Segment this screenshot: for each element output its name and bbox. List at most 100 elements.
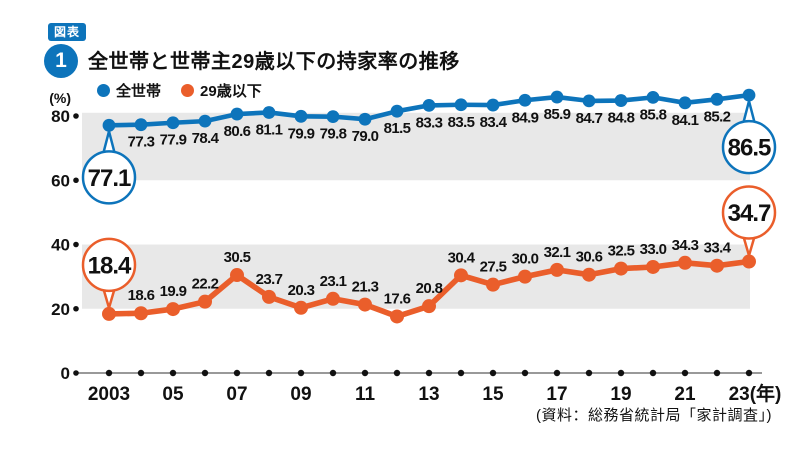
x-axis-tick-dot — [649, 369, 657, 377]
value-label: 84.1 — [672, 112, 699, 129]
x-axis-tick-dot — [105, 369, 113, 377]
data-point — [518, 269, 532, 284]
data-point — [390, 309, 404, 324]
data-point — [582, 94, 596, 108]
data-point — [262, 106, 276, 119]
x-axis-tick-label: 17 — [546, 384, 567, 405]
value-label: 78.4 — [192, 130, 220, 147]
data-point — [358, 112, 372, 126]
x-axis-tick-dot — [617, 369, 625, 377]
value-label: 79.8 — [320, 126, 347, 143]
legend-item-all-households: 全世帯 — [97, 80, 161, 101]
legend-label: 全世帯 — [116, 83, 162, 100]
data-point — [614, 261, 628, 276]
y-axis-tick-dot — [73, 370, 79, 376]
data-point — [454, 98, 468, 112]
value-label: 83.4 — [480, 114, 508, 131]
x-axis-tick-dot — [489, 369, 497, 377]
data-point — [230, 107, 244, 121]
data-point — [102, 118, 116, 132]
x-axis-tick-label: 23(年) — [729, 382, 782, 405]
value-label: 77.3 — [128, 134, 155, 151]
data-point — [198, 114, 212, 128]
x-axis-tick-dot — [393, 369, 401, 377]
y-axis-tick-label: 40 — [51, 236, 70, 255]
value-label: 32.1 — [544, 244, 571, 261]
chart-legend: 全世帯 29歳以下 — [97, 80, 262, 101]
data-point — [102, 306, 116, 321]
x-axis-tick-dot — [681, 369, 689, 377]
source-note: (資料：総務省統計局「家計調査」) — [536, 407, 772, 424]
value-label: 81.5 — [384, 120, 411, 137]
data-point — [710, 92, 724, 106]
x-axis-tick-dot — [457, 369, 465, 377]
legend-label: 29歳以下 — [200, 83, 262, 100]
y-axis-unit-label: (%) — [49, 90, 71, 106]
y-axis-tick-label: 80 — [51, 107, 70, 126]
data-point — [294, 109, 308, 123]
value-label: 85.9 — [544, 106, 571, 123]
value-label: 27.5 — [480, 259, 507, 276]
legend-item-under-29: 29歳以下 — [181, 80, 262, 101]
data-point — [166, 116, 180, 130]
data-point — [390, 104, 404, 118]
value-label: 20.8 — [416, 280, 443, 297]
value-label: 33.4 — [704, 240, 732, 257]
x-axis-tick-dot — [745, 369, 753, 377]
highlight-band — [82, 244, 750, 309]
value-label: 23.1 — [320, 273, 347, 290]
x-axis-tick-label: 21 — [674, 384, 696, 405]
data-point — [294, 300, 308, 315]
data-point — [678, 96, 692, 110]
value-label: 84.8 — [608, 110, 635, 127]
x-axis-tick-dot — [233, 369, 241, 377]
x-axis-tick-label: 13 — [418, 384, 439, 405]
value-label: 81.1 — [256, 121, 283, 138]
x-axis-tick-dot — [585, 369, 593, 377]
x-axis-tick-dot — [137, 369, 145, 377]
data-point — [550, 90, 564, 104]
x-axis-tick-dot — [553, 369, 561, 377]
data-point — [262, 289, 276, 304]
x-axis-tick-label: 05 — [162, 384, 184, 405]
y-axis-tick-dot — [73, 113, 79, 119]
data-point — [678, 255, 692, 270]
data-point — [198, 294, 212, 309]
x-axis-tick-label: 11 — [355, 384, 376, 405]
data-point — [582, 267, 596, 282]
value-label: 84.7 — [576, 110, 603, 127]
x-axis-tick-label: 07 — [226, 384, 247, 405]
value-label: 85.8 — [640, 106, 667, 123]
data-point — [230, 268, 244, 283]
x-axis-tick-label: 15 — [482, 384, 504, 405]
value-label: 34.3 — [672, 237, 699, 254]
value-label: 30.5 — [224, 249, 251, 266]
data-point — [646, 90, 660, 104]
data-point — [710, 258, 724, 273]
value-label: 32.5 — [608, 243, 635, 260]
value-label: 18.6 — [128, 287, 155, 304]
x-axis-tick-dot — [329, 369, 337, 377]
value-label: 83.5 — [448, 114, 475, 131]
y-axis-tick-dot — [73, 241, 79, 248]
value-label: 33.0 — [640, 241, 667, 258]
value-label: 21.3 — [352, 279, 379, 296]
data-point — [422, 299, 436, 314]
x-axis-tick-dot — [361, 369, 369, 377]
value-label: 30.4 — [448, 249, 476, 266]
value-label: 79.0 — [352, 128, 379, 145]
data-point — [134, 118, 148, 132]
data-point — [166, 302, 180, 317]
callout-value: 34.7 — [728, 200, 771, 227]
x-axis-tick-dot — [169, 369, 177, 377]
data-point — [614, 94, 628, 107]
page-title: 全世帯と世帯主29歳以下の持家率の推移 — [88, 51, 460, 73]
x-axis-tick-label: 09 — [290, 384, 311, 405]
value-label: 23.7 — [256, 271, 283, 288]
data-point — [326, 110, 340, 124]
value-label: 77.9 — [160, 132, 187, 149]
figure-badge-label: 図表 — [48, 23, 87, 41]
y-axis-tick-label: 20 — [51, 300, 70, 319]
legend-dot-orange-icon — [181, 84, 195, 97]
